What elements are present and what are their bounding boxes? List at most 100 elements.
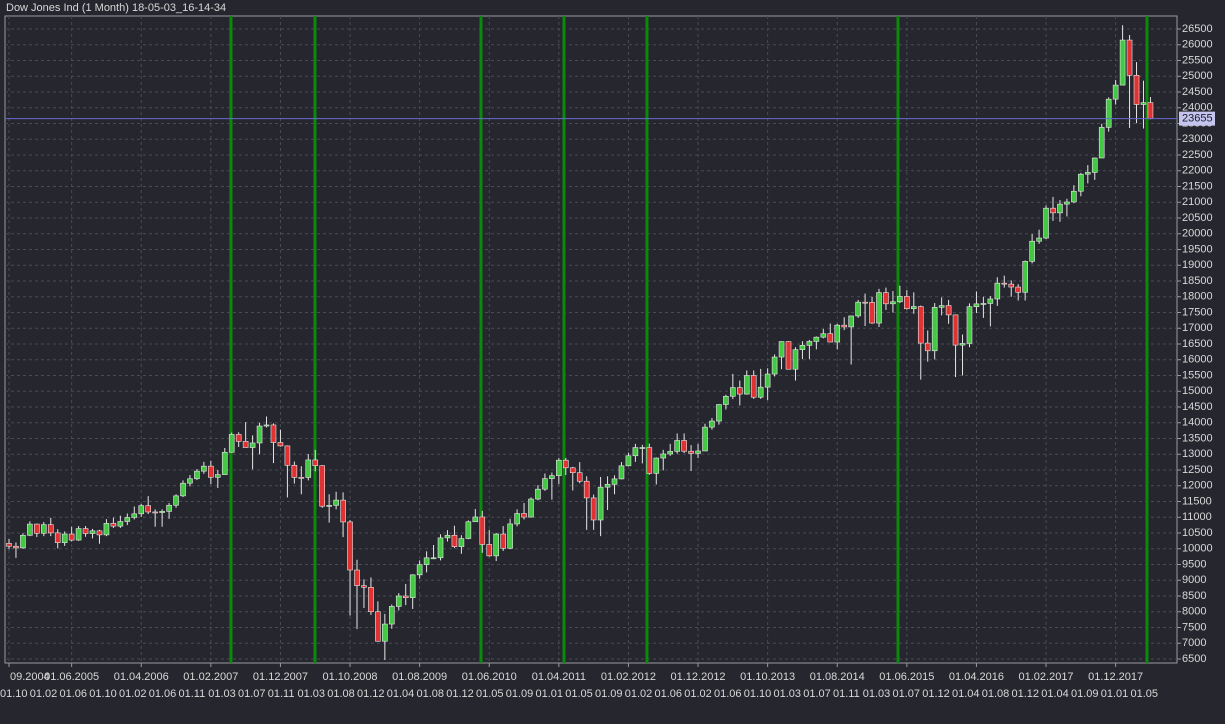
- candle-body: [173, 495, 179, 506]
- y-tick-label: 15500: [1182, 369, 1213, 381]
- x-tick-label: 01.08.2009: [392, 671, 447, 683]
- candle-body: [834, 324, 841, 343]
- candle-body: [883, 292, 889, 305]
- candle-body: [521, 513, 527, 518]
- x-sublabel: 01.09: [506, 688, 534, 700]
- candle-body: [333, 499, 339, 506]
- candle-body: [347, 521, 353, 571]
- candle-body: [618, 465, 625, 480]
- y-tick-label: 19000: [1182, 259, 1213, 271]
- current-price-box: [1179, 111, 1215, 126]
- x-sublabel: 01.11: [268, 688, 295, 700]
- candle-body: [730, 387, 736, 397]
- candle-body: [201, 465, 207, 472]
- candle-body: [931, 307, 938, 352]
- candle-body: [249, 442, 256, 448]
- candle-body: [444, 534, 451, 539]
- candle-body: [632, 447, 639, 457]
- candle-body: [785, 341, 792, 370]
- y-tick-label: 10500: [1182, 527, 1213, 539]
- candle-body: [987, 298, 994, 304]
- candle-body: [13, 545, 19, 549]
- x-tick-label: 01.02.2007: [183, 671, 238, 683]
- candle-body: [47, 524, 54, 534]
- candle-body: [743, 375, 750, 395]
- candle-body: [897, 296, 903, 303]
- x-sublabel: 01.09: [595, 688, 623, 700]
- candle-body: [1140, 102, 1147, 105]
- y-tick-label: 18500: [1182, 275, 1213, 287]
- candle-body: [660, 453, 667, 459]
- candle-body: [263, 424, 270, 427]
- candle-body: [604, 484, 611, 488]
- candle-body: [34, 523, 40, 534]
- green-markers: [229, 16, 1149, 663]
- x-sublabel: 01.08: [417, 688, 445, 700]
- x-tick-label: 01.12.2017: [1088, 671, 1143, 683]
- candle-body: [1091, 157, 1098, 173]
- candle-body: [806, 341, 813, 346]
- candle-body: [681, 440, 687, 452]
- candle-body: [716, 404, 722, 422]
- candle-body: [409, 574, 416, 598]
- y-tick-label: 24000: [1182, 102, 1213, 114]
- y-tick-label: 12500: [1182, 464, 1213, 476]
- candles: [5, 25, 1177, 660]
- x-sublabel: 01.10: [744, 688, 772, 700]
- x-tick-label: 01.06.2015: [879, 671, 934, 683]
- candle-body: [451, 534, 458, 547]
- candle-body: [771, 356, 778, 375]
- x-sublabel: 01.10: [0, 688, 28, 700]
- candle-body: [862, 301, 868, 304]
- y-tick-label: 17500: [1182, 306, 1213, 318]
- x-sublabel: 01.05: [1131, 688, 1159, 700]
- candle-body: [1036, 237, 1042, 242]
- candle-body: [959, 343, 966, 346]
- x-sublabel: 01.07: [803, 688, 831, 700]
- y-tick-label: 21500: [1182, 180, 1213, 192]
- y-tick-label: 21000: [1182, 196, 1213, 208]
- y-tick-label: 20500: [1182, 212, 1213, 224]
- candle-body: [437, 537, 444, 559]
- candle-body: [375, 611, 381, 642]
- x-tick-label: 01.06.2010: [462, 671, 517, 683]
- candle-body: [242, 441, 249, 448]
- x-sublabel: 01.03: [208, 688, 236, 700]
- candle-body: [535, 488, 541, 500]
- x-sublabel: 01.12: [357, 688, 385, 700]
- x-sublabel: 01.01: [1101, 688, 1129, 700]
- candle-body: [841, 324, 848, 328]
- candle-body: [472, 516, 479, 523]
- x-tick-label: 01.08.2014: [810, 671, 865, 683]
- y-tick-label: 26000: [1182, 39, 1213, 51]
- candle-body: [757, 386, 764, 398]
- candle-body: [653, 457, 660, 474]
- candle-body: [180, 482, 186, 497]
- candle-body: [75, 528, 82, 541]
- candle-body: [507, 523, 513, 549]
- candle-body: [20, 534, 26, 549]
- y-tick-label: 15000: [1182, 385, 1213, 397]
- x-tick-label: 01.04.2006: [114, 671, 169, 683]
- candle-body: [228, 434, 235, 453]
- y-tick-label: 16500: [1182, 338, 1213, 350]
- x-sublabel: 01.11: [179, 688, 206, 700]
- candle-body: [695, 450, 701, 454]
- candle-body: [1133, 75, 1140, 105]
- candle-body: [194, 470, 200, 480]
- candle-body: [340, 499, 346, 523]
- y-tick-label: 14000: [1182, 417, 1213, 429]
- candle-body: [1098, 127, 1105, 159]
- candle-body: [876, 292, 882, 324]
- candle-body: [917, 306, 924, 344]
- candle-body: [924, 342, 931, 352]
- candle-body: [277, 442, 284, 447]
- y-tick-label: 18000: [1182, 291, 1213, 303]
- candle-body: [542, 478, 548, 490]
- candle-body: [869, 302, 875, 324]
- x-sublabel: 01.02: [119, 688, 147, 700]
- candle-body: [827, 333, 834, 343]
- candle-body: [479, 516, 486, 545]
